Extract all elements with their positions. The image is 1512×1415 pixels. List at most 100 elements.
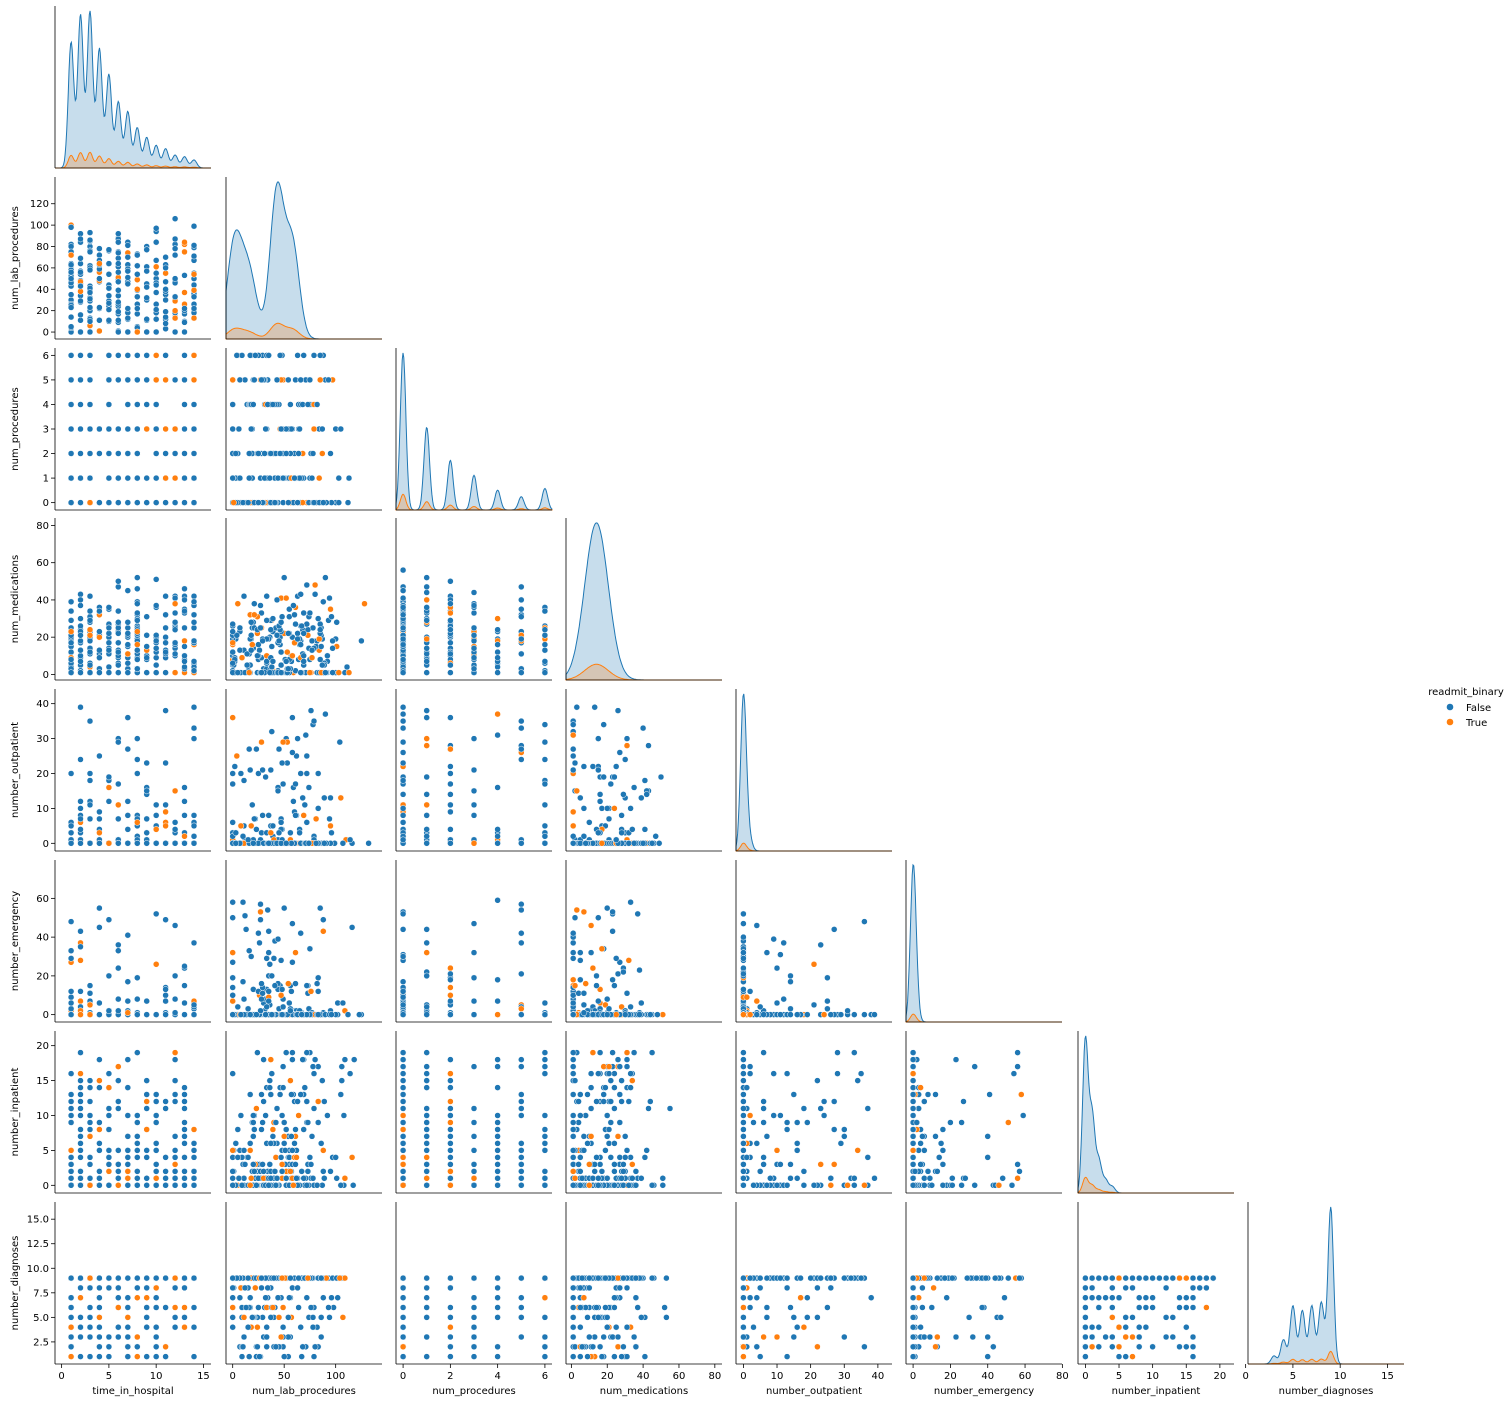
- point-false: [105, 306, 113, 313]
- point-false: [447, 808, 454, 816]
- point-false: [423, 926, 430, 933]
- point-false: [257, 624, 264, 632]
- point-true: [105, 784, 113, 791]
- point-false: [447, 840, 454, 847]
- point-true: [295, 1112, 302, 1119]
- point-true: [470, 1175, 478, 1182]
- point-false: [326, 594, 333, 602]
- point-false: [256, 646, 263, 654]
- point-false: [837, 1011, 845, 1018]
- point-false: [181, 328, 188, 336]
- point-true: [494, 1011, 501, 1018]
- point-false: [300, 1175, 307, 1182]
- point-false: [569, 949, 577, 956]
- point-false: [134, 665, 141, 673]
- point-false: [233, 352, 241, 359]
- point-false: [316, 626, 324, 633]
- point-true: [229, 376, 236, 384]
- point-false: [399, 594, 407, 602]
- point-false: [399, 1077, 407, 1084]
- point-false: [190, 242, 198, 249]
- point-false: [152, 645, 160, 652]
- point-false: [647, 1011, 654, 1018]
- point-false: [77, 1077, 84, 1084]
- point-false: [86, 648, 94, 656]
- point-false: [190, 222, 198, 230]
- point-false: [268, 1070, 276, 1077]
- point-false: [447, 650, 454, 658]
- point-false: [143, 1147, 150, 1154]
- point-true: [589, 1049, 597, 1056]
- point-true: [587, 922, 595, 929]
- point-false: [470, 949, 478, 956]
- point-false: [312, 840, 320, 847]
- panel-num_lab_procedures-vs-num_lab_procedures: [225, 177, 382, 340]
- point-false: [124, 798, 132, 805]
- point-false: [124, 1161, 132, 1168]
- point-false: [181, 376, 188, 384]
- point-false: [143, 1182, 150, 1189]
- point-false: [582, 1112, 589, 1119]
- point-false: [162, 1098, 169, 1105]
- point-false: [577, 840, 584, 847]
- point-false: [171, 328, 179, 336]
- point-false: [181, 607, 188, 615]
- point-false: [627, 1003, 634, 1011]
- point-false: [470, 812, 478, 819]
- y-tick-label: 0: [43, 1010, 49, 1021]
- panel-number_outpatient-vs-num_lab_procedures: [225, 689, 382, 852]
- point-false: [618, 829, 625, 837]
- point-false: [115, 287, 122, 294]
- y-tick: 0: [43, 1181, 55, 1192]
- point-false: [447, 1011, 454, 1018]
- point-false: [134, 401, 141, 408]
- point-false: [580, 990, 588, 997]
- point-true: [253, 1105, 260, 1112]
- point-false: [105, 499, 113, 506]
- point-false: [310, 1105, 318, 1112]
- point-false: [399, 587, 407, 594]
- point-false: [105, 474, 113, 482]
- point-false: [134, 474, 141, 482]
- point-false: [494, 1126, 501, 1133]
- point-false: [152, 669, 160, 676]
- point-false: [275, 829, 283, 837]
- point-false: [181, 982, 188, 989]
- point-false: [233, 632, 241, 639]
- point-false: [278, 1112, 286, 1119]
- point-false: [134, 293, 141, 301]
- point-false: [310, 352, 318, 359]
- point-false: [623, 735, 631, 742]
- point-false: [162, 1011, 169, 1018]
- point-false: [105, 1154, 113, 1161]
- point-false: [181, 624, 188, 632]
- point-false: [289, 1147, 296, 1154]
- point-false: [134, 1133, 141, 1140]
- point-false: [171, 376, 179, 384]
- point-true: [280, 1133, 288, 1140]
- point-false: [115, 1077, 122, 1084]
- point-false: [623, 990, 631, 997]
- point-false: [399, 1147, 407, 1154]
- point-false: [255, 499, 262, 506]
- point-true: [290, 1182, 297, 1189]
- point-false: [115, 583, 122, 591]
- point-false: [77, 658, 84, 665]
- point-false: [152, 281, 160, 289]
- point-false: [623, 1063, 631, 1070]
- point-false: [289, 1056, 296, 1063]
- point-false: [518, 1098, 525, 1105]
- point-false: [292, 620, 299, 628]
- point-false: [616, 1091, 624, 1098]
- point-false: [580, 763, 588, 770]
- point-false: [287, 401, 294, 408]
- point-false: [291, 1140, 298, 1147]
- point-false: [303, 752, 311, 760]
- point-false: [740, 986, 747, 993]
- point-false: [423, 812, 430, 819]
- point-false: [307, 707, 315, 714]
- point-false: [105, 317, 113, 324]
- panel-number_outpatient-vs-num_medications: [565, 689, 722, 852]
- point-false: [311, 591, 319, 598]
- point-false: [285, 630, 292, 637]
